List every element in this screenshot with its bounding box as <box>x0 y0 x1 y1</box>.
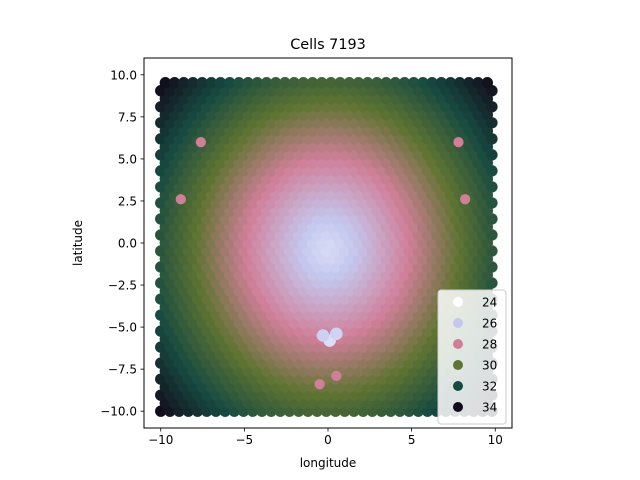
cell-point <box>260 77 273 89</box>
cell-point <box>463 77 475 89</box>
cell-point <box>325 77 337 89</box>
cell-point <box>453 136 464 148</box>
cell-point <box>233 77 245 89</box>
legend-label: 34 <box>482 401 497 415</box>
cell-point <box>175 194 186 205</box>
cell-point <box>159 77 172 89</box>
cell-point <box>343 77 356 89</box>
cell-point <box>435 77 448 89</box>
cell-point <box>426 77 438 89</box>
cell-point <box>314 379 325 390</box>
cell-point <box>251 77 264 89</box>
y-tick-label: 10.0 <box>110 68 137 82</box>
legend-label: 30 <box>482 359 497 373</box>
x-axis-ticks: −10 −5 0 5 10 <box>148 428 503 447</box>
legend-marker <box>453 339 463 349</box>
cell-point <box>389 77 402 89</box>
cell-point <box>195 136 206 148</box>
cell-point <box>242 77 254 89</box>
cell-point <box>417 77 429 89</box>
legend-label: 24 <box>482 296 497 310</box>
cell-point <box>187 77 199 89</box>
y-tick-label: −7.5 <box>108 363 137 377</box>
cell-point <box>481 77 494 89</box>
cell-point <box>288 77 300 89</box>
cell-point <box>316 329 330 342</box>
cell-point <box>331 370 342 381</box>
y-axis-label: latitude <box>71 220 85 266</box>
cell-point <box>371 77 383 89</box>
cell-point <box>334 77 346 89</box>
cell-point <box>454 77 466 89</box>
legend-marker <box>453 318 463 328</box>
cell-point <box>196 77 208 89</box>
legend-marker <box>453 297 463 307</box>
y-tick-label: 7.5 <box>118 110 137 124</box>
cell-point <box>297 77 310 89</box>
cell-point <box>460 194 471 205</box>
legend: 24 26 28 30 32 34 <box>437 289 507 425</box>
cell-point <box>398 77 411 89</box>
legend-marker <box>453 360 463 370</box>
cell-point <box>279 77 291 89</box>
cell-point <box>224 77 236 89</box>
legend-marker <box>453 402 463 412</box>
y-axis-ticks: −10.0 −7.5 −5.0 −2.5 0.0 2.5 5.0 7.5 10.0 <box>100 68 144 419</box>
legend-marker <box>453 381 463 391</box>
cell-point <box>205 77 218 89</box>
x-tick-label: 0 <box>324 433 332 447</box>
y-tick-label: −2.5 <box>108 279 137 293</box>
y-tick-label: 5.0 <box>118 152 137 166</box>
x-axis-label: longitude <box>300 456 357 470</box>
y-tick-label: −10.0 <box>100 405 137 419</box>
legend-label: 28 <box>482 338 497 352</box>
cell-point <box>178 77 190 89</box>
cell-point <box>330 327 343 341</box>
cell-point <box>270 77 282 89</box>
x-tick-label: −5 <box>236 433 254 447</box>
x-tick-label: 10 <box>488 433 503 447</box>
x-tick-label: 5 <box>408 433 416 447</box>
cell-point <box>214 77 227 89</box>
y-tick-label: −5.0 <box>108 321 137 335</box>
cell-point <box>306 77 319 89</box>
y-tick-label: 2.5 <box>118 194 137 208</box>
cell-point <box>316 77 328 89</box>
cell-point <box>168 77 181 89</box>
y-tick-label: 0.0 <box>118 237 137 251</box>
cell-point <box>380 77 392 89</box>
x-tick-label: −10 <box>148 433 173 447</box>
cell-point <box>444 77 457 89</box>
cell-point <box>408 77 420 89</box>
cell-point <box>472 77 484 89</box>
chart-title: Cells 7193 <box>290 37 366 53</box>
legend-label: 32 <box>482 380 497 394</box>
legend-label: 26 <box>482 317 497 331</box>
cell-point <box>352 77 365 89</box>
cell-point <box>362 77 374 89</box>
